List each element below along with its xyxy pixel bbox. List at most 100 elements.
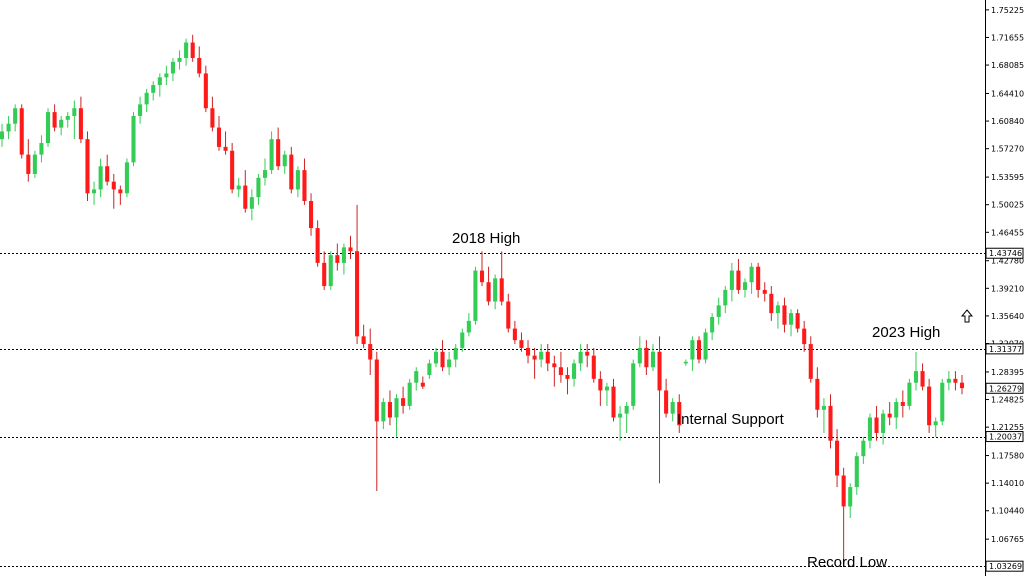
candle-body (683, 361, 688, 364)
y-tick-label: 1.17580 (991, 452, 1024, 461)
candle-body (913, 371, 919, 383)
annotation-record-low: Record Low (807, 554, 887, 571)
candle-body (59, 119, 64, 128)
candle-body (887, 413, 892, 418)
candle-body (236, 185, 241, 190)
candle-body (124, 162, 129, 194)
candle-body (381, 402, 386, 422)
level-price-box (985, 343, 1024, 355)
y-tick-label: 1.21255 (991, 423, 1024, 432)
current-price-box (985, 382, 1024, 394)
candle-body (631, 363, 636, 406)
y-tick-label: 1.71655 (991, 33, 1024, 42)
candle-body (223, 146, 228, 151)
candle-body (315, 228, 320, 263)
candle-body (269, 139, 274, 171)
candle-body (157, 77, 162, 86)
candle-body (447, 359, 452, 368)
y-tick-label: 1.50025 (991, 201, 1024, 210)
candle-body (118, 189, 123, 194)
candle-body (848, 487, 853, 507)
candle-body (420, 382, 425, 387)
candle-body (440, 351, 445, 368)
candle-body (578, 351, 583, 364)
candle-body (374, 359, 379, 422)
candle-body (894, 402, 899, 418)
candle-body (473, 270, 478, 321)
y-tick-label: 1.35640 (991, 312, 1024, 321)
candle-body (828, 405, 833, 441)
candle-body (789, 313, 794, 325)
candle-body (466, 320, 471, 333)
candle-body (361, 336, 366, 345)
candle-body (545, 351, 550, 364)
candle-body (177, 57, 182, 62)
candle-body (650, 351, 655, 368)
candle-body (322, 262, 327, 287)
candle-body (690, 340, 695, 360)
level-price-label: 1.43746 (989, 249, 1022, 258)
candle-body (493, 278, 498, 302)
level-price-box (985, 247, 1024, 259)
candle-body (289, 154, 294, 190)
y-tick-label: 1.24825 (991, 396, 1024, 405)
candle-body (151, 85, 156, 93)
candle-body (453, 347, 458, 360)
candle-body (841, 475, 846, 507)
y-tick-label: 1.64410 (991, 89, 1024, 98)
current-price-label: 1.26279 (989, 384, 1022, 393)
level-labels: 1.43746 1.31377 1.20037 1.03269 1.26279 (985, 247, 1024, 572)
candle-body (525, 347, 531, 356)
candle-body (138, 104, 143, 116)
level-price-label: 1.03269 (989, 562, 1022, 571)
candle-body (598, 378, 603, 391)
candle-body (808, 344, 813, 379)
candle-body (210, 108, 215, 128)
candle-body (105, 166, 110, 182)
candle-body (716, 305, 721, 317)
y-tick-label: 1.06765 (991, 535, 1024, 544)
candle-body (355, 251, 360, 337)
candle-body (742, 282, 748, 290)
candle-body (736, 270, 741, 290)
candle-body (32, 154, 37, 174)
candle-body (249, 197, 254, 209)
candle-body (6, 123, 11, 132)
candle-body (262, 170, 268, 178)
candle-body (756, 266, 761, 290)
candle-body (203, 73, 208, 109)
y-tick-label: 1.60840 (991, 117, 1024, 126)
candle-body (874, 417, 879, 433)
y-tick-label: 1.28395 (991, 368, 1024, 377)
level-price-box (985, 431, 1024, 443)
y-tick-label: 1.53595 (991, 173, 1024, 182)
candle-body (900, 402, 905, 406)
candle-body (920, 371, 925, 387)
candle-body (26, 154, 31, 174)
candle-body (164, 73, 169, 78)
candle-body (98, 166, 103, 190)
candle-body (729, 270, 734, 290)
candle-body (637, 347, 642, 364)
candle-body (486, 282, 491, 302)
candle-body (39, 143, 44, 155)
candle-body (65, 115, 70, 120)
price-axis: 1.75225 1.71655 1.68085 1.64410 1.60840 1.572… (985, 6, 1024, 544)
annotation-internal-support: Internal Support (677, 411, 785, 428)
candle-body (539, 351, 544, 360)
candle-body (696, 340, 702, 360)
candle-body (611, 386, 616, 418)
candle-body (664, 390, 669, 414)
y-tick-label: 1.10440 (991, 507, 1024, 516)
candle-body (959, 382, 965, 389)
candle-body (479, 270, 485, 283)
y-tick-label: 1.14010 (991, 479, 1024, 488)
up-arrow-icon[interactable] (960, 309, 974, 323)
candle-body (131, 115, 136, 163)
candle-body (309, 201, 314, 229)
candle-body (276, 139, 281, 167)
candle-body (815, 378, 820, 410)
candle-body (282, 154, 287, 167)
candle-body (835, 440, 840, 476)
candle-body (302, 170, 307, 202)
